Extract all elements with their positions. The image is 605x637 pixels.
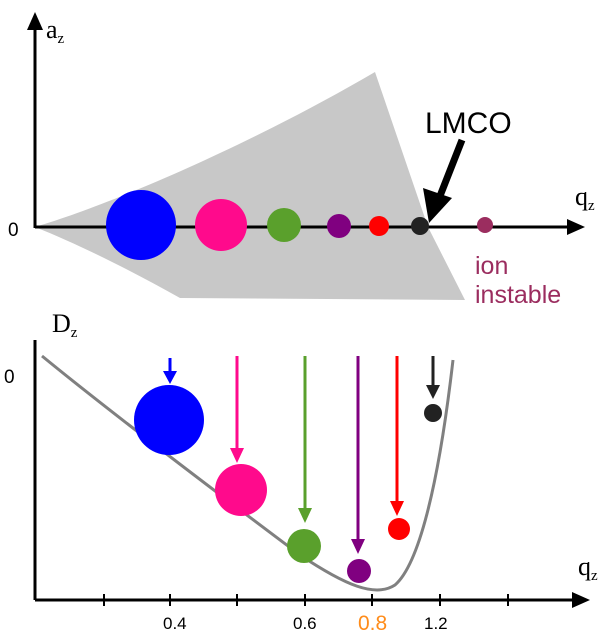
bottom-y-axis-label: Dz [52, 309, 78, 341]
ion-green-bottom [287, 529, 321, 563]
ion-blue-top [106, 190, 176, 260]
top-x-axis-label: qz [575, 182, 595, 214]
ion-green-top [267, 208, 301, 242]
ion-arrowhead-pink [230, 448, 244, 463]
ion-arrowhead-black [426, 385, 440, 399]
top-y-axis-label: az [46, 15, 65, 47]
bottom-panel: 0.4 0.6 0.8 1.2 Dz 0 qz [4, 309, 598, 635]
bottom-x-axis-label: qz [578, 552, 598, 584]
ion-arrowhead-blue [163, 371, 177, 384]
ion-purple-top [327, 214, 351, 238]
bottom-x-axis-arrowhead [572, 592, 590, 608]
tick-label-0.4: 0.4 [163, 614, 187, 633]
ion-black-bottom [424, 404, 442, 422]
top-x-axis-arrowhead [567, 219, 585, 235]
lmco-label: LMCO [425, 107, 512, 140]
tick-label-0.8: 0.8 [358, 612, 387, 635]
ion-pink-top [195, 199, 247, 251]
top-panel: az qz 0 LMCO ion instable [8, 12, 595, 309]
ion-blue-bottom [134, 385, 204, 455]
tick-label-0.6: 0.6 [293, 614, 317, 633]
lmco-arrow-shaft [436, 138, 466, 198]
tick-label-1.2: 1.2 [424, 614, 448, 633]
ion-black-top [411, 217, 429, 235]
ion-red-top [369, 216, 389, 236]
ion-pink-bottom [215, 464, 267, 516]
ion-arrowhead-green [298, 508, 312, 523]
ion-instable-label: ion instable [475, 252, 561, 309]
top-origin-label: 0 [8, 220, 19, 241]
ion-red-bottom [388, 518, 410, 540]
bottom-zero-label: 0 [4, 367, 15, 388]
stability-region [35, 72, 465, 300]
ion-unstable-top [477, 217, 493, 233]
ion-arrowhead-red [390, 501, 404, 516]
lmco-arrowhead [423, 188, 452, 223]
top-y-axis-arrowhead [27, 12, 43, 30]
ion-purple-bottom [347, 559, 371, 583]
ion-arrowhead-purple [351, 539, 365, 554]
